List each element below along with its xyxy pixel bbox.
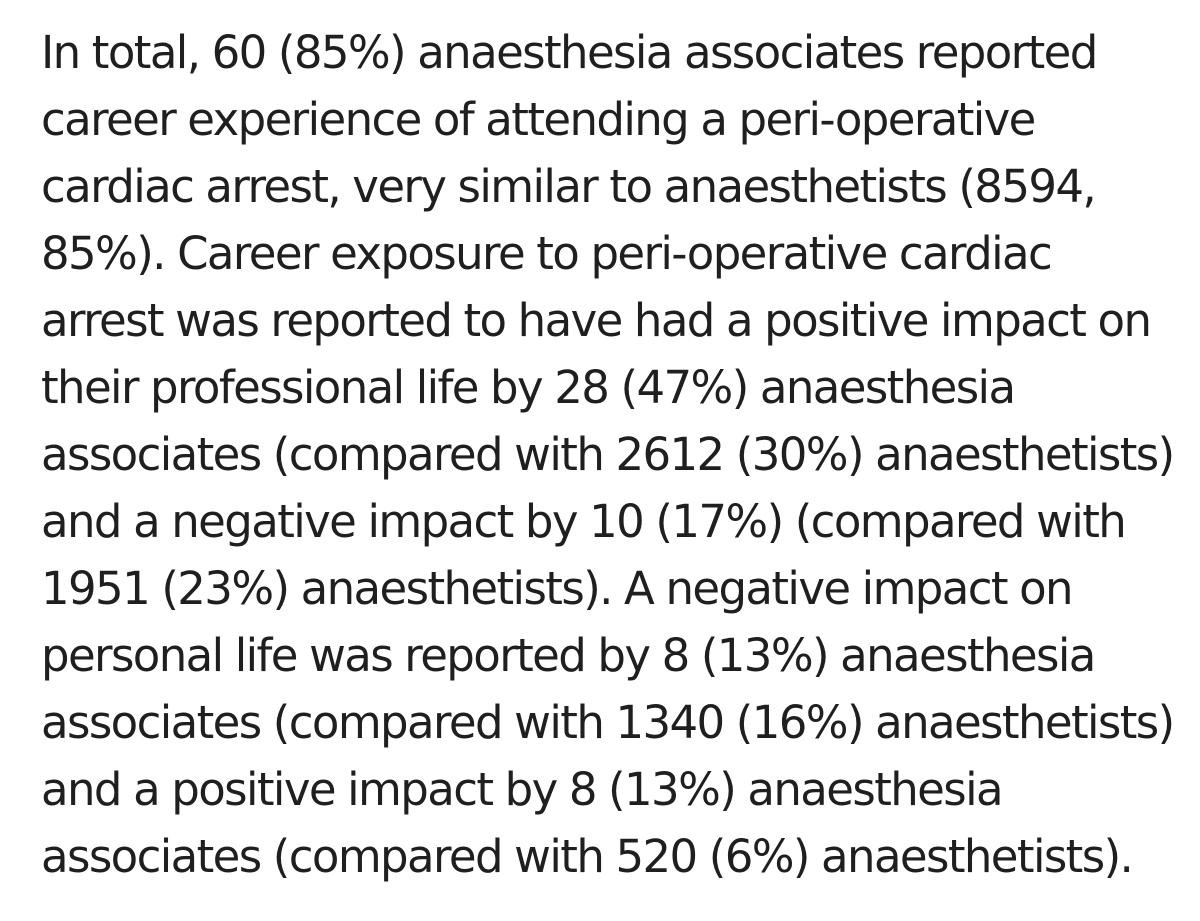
paragraph-line: cardiac arrest, very similar to anaesthe… [41,160,1097,213]
paragraph-line: associates (compared with 2612 (30%) ana… [41,428,1175,481]
paragraph-line: associates (compared with 520 (6%) anaes… [41,830,1134,883]
paragraph-line: and a positive impact by 8 (13%) anaesth… [41,763,1004,816]
paragraph-line: arrest was reported to have had a positi… [41,294,1152,347]
paragraph-line: career experience of attending a peri-op… [41,93,1036,146]
paragraph-line: 85%). Career exposure to peri-operative … [41,227,1053,280]
paragraph-line: 1951 (23%) anaesthetists). A negative im… [41,562,1074,615]
paragraph-line: associates (compared with 1340 (16%) ana… [41,696,1175,749]
paragraph-line: and a negative impact by 10 (17%) (compa… [41,495,1127,548]
paragraph-line: personal life was reported by 8 (13%) an… [41,629,1096,682]
paragraph-line: their professional life by 28 (47%) anae… [41,361,1016,414]
paragraph: In total, 60 (85%) anaesthesia associate… [41,19,1175,890]
paragraph-line: In total, 60 (85%) anaesthesia associate… [41,26,1098,79]
